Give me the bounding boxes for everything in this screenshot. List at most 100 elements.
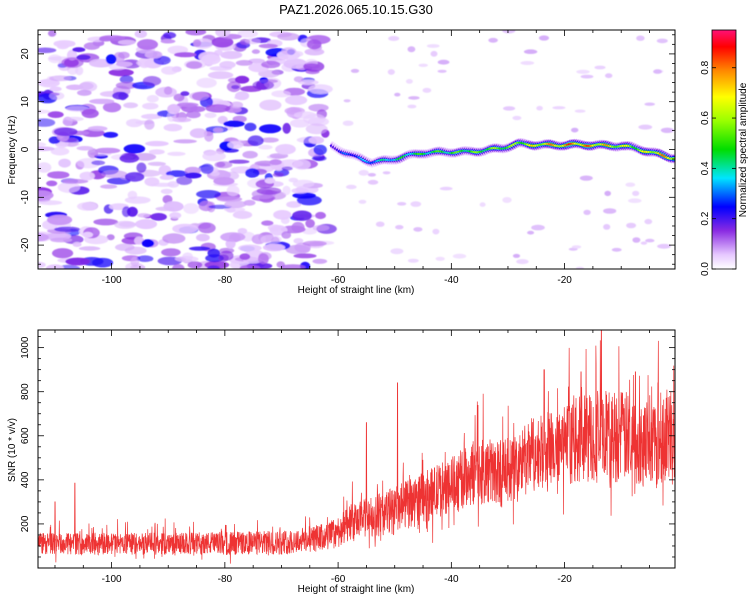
spectrogram-xlabel: Height of straight line (km) bbox=[298, 285, 415, 296]
faint-speckle bbox=[407, 46, 416, 53]
faint-speckle bbox=[657, 243, 671, 249]
noise-blob bbox=[207, 71, 234, 79]
faint-speckle bbox=[653, 69, 662, 74]
noise-blob bbox=[281, 166, 293, 171]
noise-blob bbox=[87, 125, 108, 132]
noise-blob bbox=[280, 264, 306, 269]
faint-speckle bbox=[387, 69, 395, 75]
noise-blob bbox=[49, 75, 72, 82]
noise-blob bbox=[121, 206, 131, 218]
noise-blob bbox=[308, 84, 333, 94]
noise-blob bbox=[76, 146, 94, 151]
faint-speckle bbox=[628, 198, 642, 203]
noise-blob bbox=[79, 171, 95, 181]
noise-blob bbox=[292, 192, 316, 199]
noise-blob bbox=[239, 264, 261, 269]
noise-blob bbox=[286, 201, 302, 208]
noise-blob bbox=[226, 207, 236, 213]
spectrogram-noise bbox=[38, 30, 674, 269]
noise-blob bbox=[94, 147, 121, 154]
noise-blob bbox=[227, 141, 244, 149]
snr-series-line bbox=[38, 330, 675, 564]
noise-blob bbox=[271, 90, 291, 98]
noise-blob bbox=[47, 30, 57, 37]
noise-blob bbox=[38, 200, 63, 206]
faint-speckle bbox=[536, 105, 543, 111]
snr-x-axis: -100 -80 -60 -40 -20 bbox=[54, 330, 650, 585]
noise-blob bbox=[196, 77, 217, 88]
spectrogram-x-tick-label: -20 bbox=[557, 275, 572, 286]
noise-blob bbox=[38, 162, 52, 173]
noise-blob bbox=[308, 136, 325, 145]
noise-blob bbox=[205, 254, 224, 263]
faint-speckle bbox=[394, 92, 401, 97]
faint-speckle bbox=[574, 109, 586, 113]
noise-blob bbox=[50, 237, 72, 243]
noise-blob bbox=[167, 111, 177, 122]
noise-blob bbox=[239, 253, 251, 260]
noise-blob bbox=[162, 195, 173, 204]
faint-speckle bbox=[342, 120, 354, 126]
noise-blob bbox=[262, 243, 286, 252]
noise-blob bbox=[144, 177, 160, 187]
noise-blob bbox=[223, 120, 245, 128]
noise-blob bbox=[58, 158, 71, 168]
noise-blob bbox=[235, 91, 250, 101]
faint-speckle bbox=[418, 63, 429, 67]
faint-speckle bbox=[640, 241, 648, 245]
noise-blob bbox=[215, 30, 231, 38]
faint-speckle bbox=[579, 175, 593, 181]
noise-blob bbox=[261, 220, 274, 226]
faint-speckle bbox=[437, 59, 450, 65]
noise-blob bbox=[163, 32, 177, 39]
faint-speckle bbox=[660, 127, 674, 133]
faint-speckle bbox=[367, 173, 376, 177]
noise-blob bbox=[196, 190, 221, 199]
faint-speckle bbox=[390, 248, 404, 255]
noise-blob bbox=[142, 76, 162, 86]
faint-speckle bbox=[410, 201, 422, 207]
snr-frame bbox=[37, 329, 676, 569]
faint-speckle bbox=[343, 99, 351, 103]
noise-blob bbox=[182, 252, 194, 261]
colorbar-tick-label: 0.2 bbox=[700, 211, 711, 225]
faint-speckle bbox=[367, 179, 379, 185]
faint-speckle bbox=[571, 127, 579, 133]
noise-blob bbox=[49, 91, 65, 100]
noise-blob bbox=[251, 49, 260, 54]
faint-speckle bbox=[625, 182, 636, 187]
noise-blob bbox=[304, 48, 325, 56]
noise-blob bbox=[134, 30, 147, 38]
noise-blob bbox=[141, 239, 155, 248]
noise-blob bbox=[78, 246, 101, 251]
noise-blob bbox=[91, 160, 106, 166]
faint-speckle bbox=[638, 124, 653, 130]
noise-blob bbox=[176, 102, 199, 108]
faint-speckle bbox=[397, 202, 407, 206]
faint-speckle bbox=[435, 256, 445, 261]
faint-speckle bbox=[611, 247, 622, 252]
noise-blob bbox=[65, 116, 84, 122]
spectrogram-x-tick-label: -100 bbox=[102, 275, 122, 286]
noise-blob bbox=[305, 219, 315, 228]
noise-blob bbox=[198, 200, 214, 212]
noise-blob bbox=[226, 81, 241, 93]
noise-blob bbox=[47, 214, 73, 226]
faint-speckle bbox=[503, 106, 516, 111]
noise-blob bbox=[65, 105, 90, 112]
spectrogram-y-tick-label: 20 bbox=[20, 48, 31, 60]
noise-blob bbox=[50, 147, 70, 156]
faint-speckle bbox=[538, 35, 550, 41]
noise-blob bbox=[106, 234, 115, 241]
noise-blob bbox=[259, 99, 282, 111]
snr-x-tick-label: -80 bbox=[218, 574, 233, 585]
noise-blob bbox=[89, 98, 115, 105]
noise-blob bbox=[272, 172, 285, 177]
faint-speckle bbox=[422, 87, 432, 93]
noise-blob bbox=[292, 179, 315, 188]
faint-speckle bbox=[408, 96, 420, 100]
faint-speckle bbox=[632, 237, 641, 243]
spectrogram-y-tick-label: 10 bbox=[20, 96, 31, 108]
noise-blob bbox=[173, 93, 185, 102]
